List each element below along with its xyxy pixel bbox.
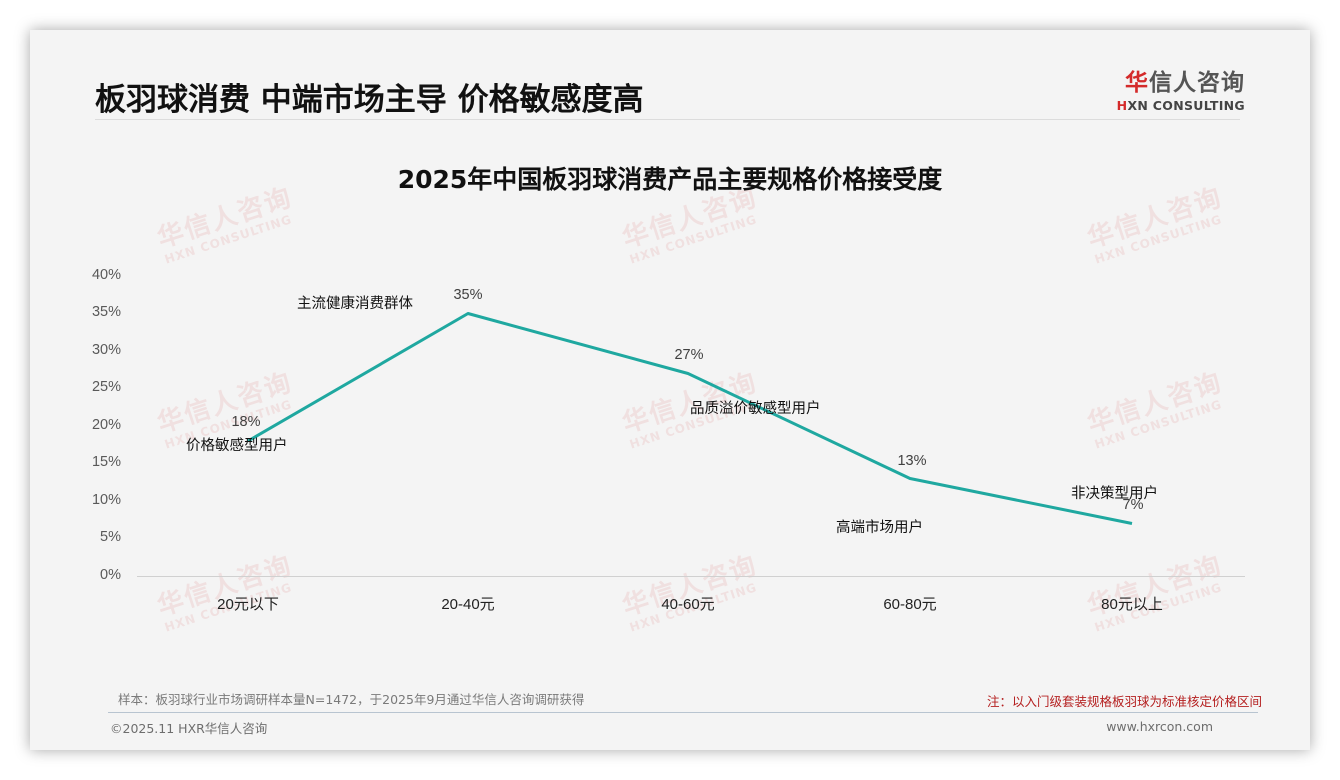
y-tick: 5% bbox=[100, 529, 121, 545]
copyright: ©2025.11 HXR华信人咨询 bbox=[110, 721, 268, 736]
website-link[interactable]: www.hxrcon.com bbox=[1106, 719, 1213, 734]
logo-cn: 华信人咨询 bbox=[1110, 63, 1245, 97]
y-tick: 10% bbox=[91, 492, 121, 508]
data-label: 13% bbox=[897, 453, 927, 469]
slide: 板羽球消费 中端市场主导 价格敏感度高 华信人咨询 HXN CONSULTING… bbox=[30, 30, 1310, 750]
y-tick: 35% bbox=[91, 304, 121, 320]
x-tick: 20-40元 bbox=[441, 596, 495, 613]
data-label: 27% bbox=[674, 347, 704, 363]
logo-cn-highlight: 华 bbox=[1125, 70, 1149, 96]
x-tick: 40-60元 bbox=[661, 596, 715, 613]
segment-label: 非决策型用户 bbox=[1071, 486, 1158, 502]
data-label: 18% bbox=[231, 414, 261, 430]
segment-label: 品质溢价敏感型用户 bbox=[690, 401, 821, 417]
y-tick: 25% bbox=[91, 379, 121, 395]
brand-logo: 华信人咨询 HXN CONSULTING bbox=[1110, 63, 1245, 113]
logo-en: HXN CONSULTING bbox=[1110, 98, 1245, 113]
x-tick: 20元以下 bbox=[217, 596, 279, 613]
footnote: 注：以入门级套装规格板羽球为标准核定价格区间 bbox=[986, 694, 1262, 709]
page-title: 板羽球消费 中端市场主导 价格敏感度高 bbox=[95, 82, 644, 118]
x-axis-line bbox=[137, 576, 1245, 577]
y-tick: 20% bbox=[91, 417, 121, 433]
y-tick: 15% bbox=[91, 454, 121, 470]
source-note: 样本：板羽球行业市场调研样本量N=1472，于2025年9月通过华信人咨询调研获… bbox=[118, 692, 585, 707]
segment-label: 高端市场用户 bbox=[836, 520, 923, 536]
logo-en-highlight: H bbox=[1116, 98, 1128, 113]
footer-divider bbox=[108, 712, 1258, 713]
logo-en-rest: XN CONSULTING bbox=[1127, 98, 1245, 113]
title-divider bbox=[95, 119, 1240, 120]
data-line bbox=[247, 312, 1133, 525]
chart-title: 2025年中国板羽球消费产品主要规格价格接受度 bbox=[397, 165, 943, 194]
y-tick: 30% bbox=[91, 342, 121, 358]
x-tick: 60-80元 bbox=[883, 596, 937, 613]
data-label: 35% bbox=[453, 287, 483, 303]
segment-label: 价格敏感型用户 bbox=[186, 438, 288, 454]
y-tick: 0% bbox=[100, 567, 121, 583]
y-tick: 40% bbox=[91, 267, 121, 283]
logo-cn-rest: 信人咨询 bbox=[1149, 70, 1245, 96]
data-label: 7% bbox=[1122, 497, 1144, 513]
x-tick: 80元以上 bbox=[1101, 596, 1163, 613]
segment-label: 主流健康消费群体 bbox=[297, 296, 413, 312]
